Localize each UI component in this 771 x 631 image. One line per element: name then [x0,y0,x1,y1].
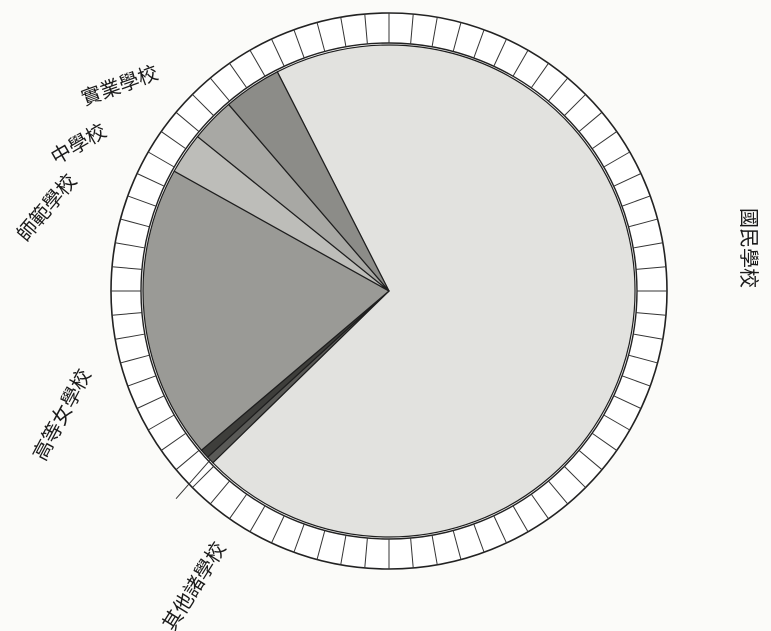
ring-tick [115,242,145,249]
ring-tick [636,266,666,270]
slice-label-5: 中學校 [47,119,111,170]
ring-tick [160,432,187,451]
slice-label-0: 國民學校 [737,208,761,288]
ring-tick [271,38,285,67]
ring-tick [147,414,175,431]
ring-tick [209,480,230,505]
ring-tick [249,49,266,77]
ring-tick [209,77,230,102]
slice-label-3: 高等女學校 [28,365,96,465]
ring-tick [410,538,414,568]
ring-tick [548,480,569,505]
ring-tick [112,266,142,270]
slice-label-6: 實業學校 [78,60,161,110]
ring-tick [564,466,586,488]
ring-tick [591,131,618,150]
ring-tick [628,218,658,228]
ring-tick [431,17,438,47]
ring-tick [127,195,157,207]
ring-tick [364,14,368,44]
slice-label-4: 師範學校 [12,169,82,246]
slice-label-1: 其他諸學校 [157,538,230,631]
ring-tick [633,242,663,249]
ring-tick [636,312,666,316]
ring-tick [493,38,507,67]
ring-tick [530,62,549,89]
ring-tick [229,62,248,89]
ring-tick [271,515,285,544]
ring-tick [628,354,658,364]
ring-tick [136,395,165,409]
ring-tick [192,466,214,488]
ring-tick [603,151,631,168]
ring-tick [115,333,145,340]
ring-tick [473,523,485,553]
ring-tick [473,29,485,59]
ring-tick [160,131,187,150]
ring-tick [192,94,214,116]
ring-tick [613,395,642,409]
ring-tick [136,173,165,187]
ring-tick [530,493,549,520]
ring-tick [512,49,529,77]
ring-tick [340,535,347,565]
ring-tick [340,17,347,47]
ring-tick [452,530,462,560]
ring-tick [512,505,529,533]
ring-tick [364,538,368,568]
ring-tick [621,195,651,207]
ring-tick [452,22,462,52]
ring-tick [120,354,150,364]
ring-tick [229,493,248,520]
label-leader-line [175,459,211,500]
ring-tick [603,414,631,431]
ring-tick [591,432,618,451]
pie-slice-6 [227,71,390,292]
ring-tick [175,450,200,471]
ring-tick [249,505,266,533]
ring-tick [316,22,326,52]
ring-tick [613,173,642,187]
ring-tick [578,450,603,471]
ring-tick [493,515,507,544]
ring-tick [564,94,586,116]
pie-slice-0 [212,44,636,538]
ring-tick [175,111,200,132]
pie-slices [142,44,636,538]
ring-tick [431,535,438,565]
pie-slice-3 [142,170,391,452]
ring-tick [410,14,414,44]
ring-tick [578,111,603,132]
ring-tick [120,218,150,228]
ring-tick [633,333,663,340]
ring-tick [621,375,651,387]
ring-tick [112,312,142,316]
ring-tick [127,375,157,387]
ring-tick [548,77,569,102]
ring-tick [316,530,326,560]
ring-tick [293,523,305,553]
ring-tick [293,29,305,59]
ring-tick [147,151,175,168]
